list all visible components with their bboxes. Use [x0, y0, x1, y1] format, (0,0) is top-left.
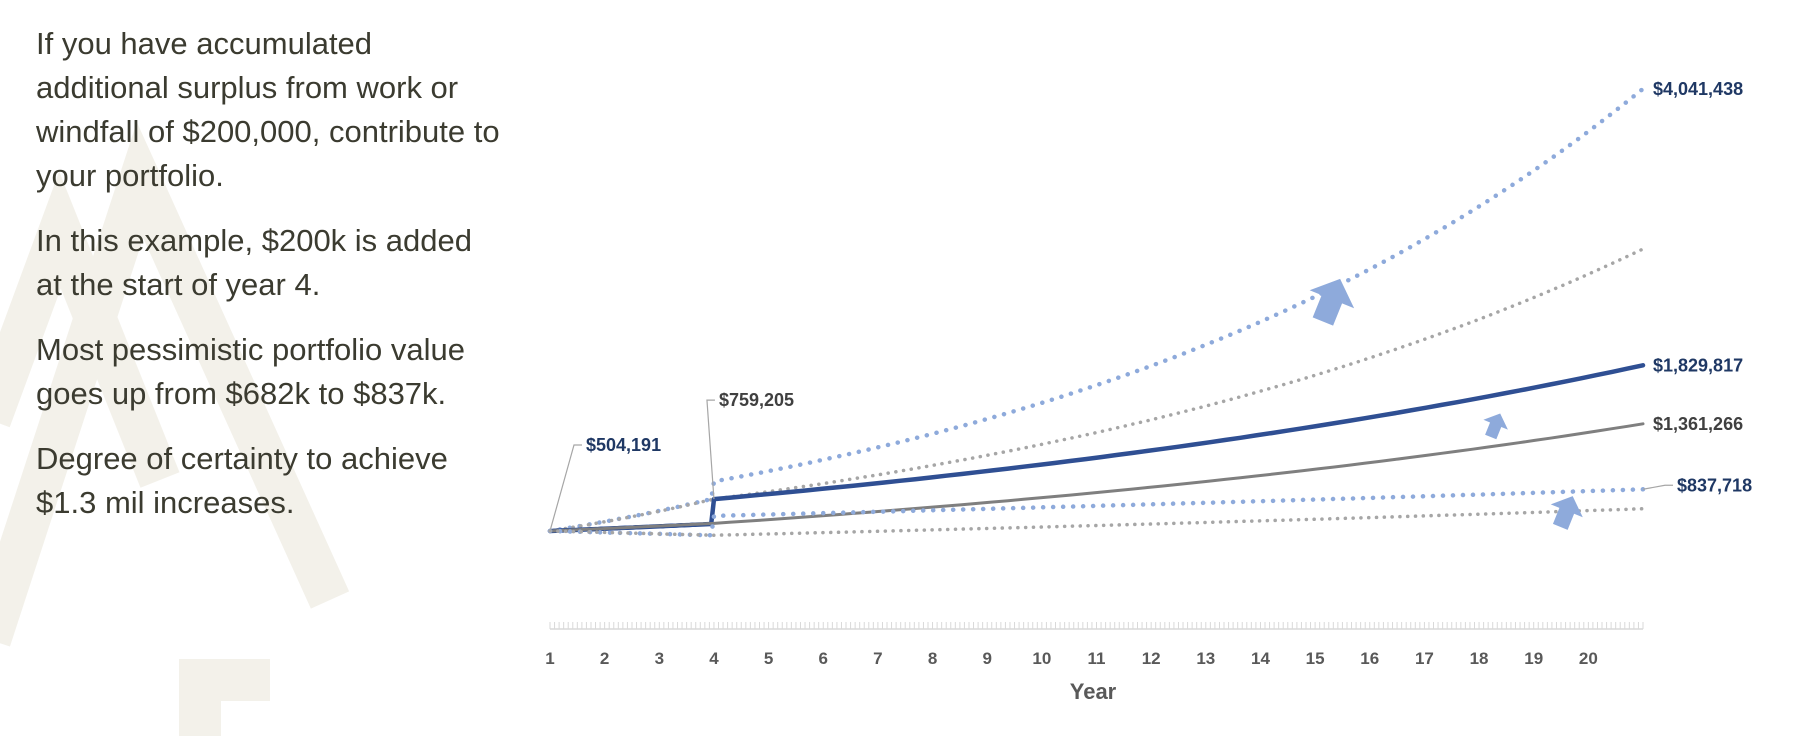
paragraph-surplus: If you have accumulated additional surpl… — [36, 26, 500, 193]
x-tick-label-10: 10 — [1032, 649, 1051, 668]
x-tick-label-1: 1 — [545, 649, 554, 668]
leader-line — [549, 444, 582, 532]
x-tick-label-11: 11 — [1088, 649, 1106, 668]
series-line-median-original — [548, 422, 1645, 533]
x-axis-title: Year — [1070, 679, 1117, 704]
x-tick-label-12: 12 — [1142, 649, 1161, 668]
paragraph-pessimistic: Most pessimistic portfolio value goes up… — [36, 332, 465, 411]
x-tick-label-15: 15 — [1306, 649, 1325, 668]
data-label: $759,205 — [719, 390, 794, 410]
x-tick-label-6: 6 — [819, 649, 828, 668]
series-line-optimistic-new — [547, 86, 1646, 534]
data-label: $1,829,817 — [1653, 355, 1743, 375]
data-labels: $504,191 $759,205 $4,041,438 $1,829,817 $1,3… — [549, 79, 1752, 532]
series-lines — [547, 86, 1646, 538]
x-tick-label-20: 20 — [1579, 649, 1598, 668]
leader-line — [1642, 484, 1673, 490]
x-tick-label-9: 9 — [982, 649, 991, 668]
x-tick-label-5: 5 — [764, 649, 773, 668]
up-arrow-icon-1 — [1309, 278, 1355, 326]
x-tick-label-16: 16 — [1360, 649, 1379, 668]
increase-arrows — [1309, 278, 1583, 530]
series-line-optimistic-original — [548, 247, 1645, 533]
x-tick-label-3: 3 — [655, 649, 664, 668]
x-tick-label-8: 8 — [928, 649, 937, 668]
series-line-pessimistic-original — [548, 506, 1645, 537]
series-line-pessimistic-new — [547, 487, 1646, 538]
up-arrow-icon-3 — [1550, 496, 1583, 530]
x-tick-label-4: 4 — [709, 649, 719, 668]
data-label: $4,041,438 — [1653, 79, 1743, 99]
x-axis: 1 2 3 4 5 6 7 8 9 10 11 12 13 14 15 16 17 18 19 20 — [545, 622, 1644, 668]
leader-line — [706, 399, 715, 500]
x-tick-label-19: 19 — [1524, 649, 1543, 668]
data-label: $1,361,266 — [1653, 414, 1743, 434]
paragraph-certainty: Degree of certainty to achieve $1.3 mil … — [36, 441, 448, 520]
x-tick-label-7: 7 — [873, 649, 882, 668]
up-arrow-icon-2 — [1483, 413, 1508, 440]
x-tick-label-13: 13 — [1196, 649, 1215, 668]
data-label: $504,191 — [586, 435, 661, 455]
x-tick-label-18: 18 — [1470, 649, 1489, 668]
x-tick-label-14: 14 — [1251, 649, 1270, 668]
paragraph-example: In this example, $200k is added at the s… — [36, 223, 472, 302]
x-tick-label-2: 2 — [600, 649, 609, 668]
explanation-text-panel: If you have accumulated additional surpl… — [36, 22, 506, 546]
background-logo-watermark — [0, 122, 350, 736]
data-label: $837,718 — [1677, 475, 1752, 495]
x-tick-label-17: 17 — [1415, 649, 1434, 668]
